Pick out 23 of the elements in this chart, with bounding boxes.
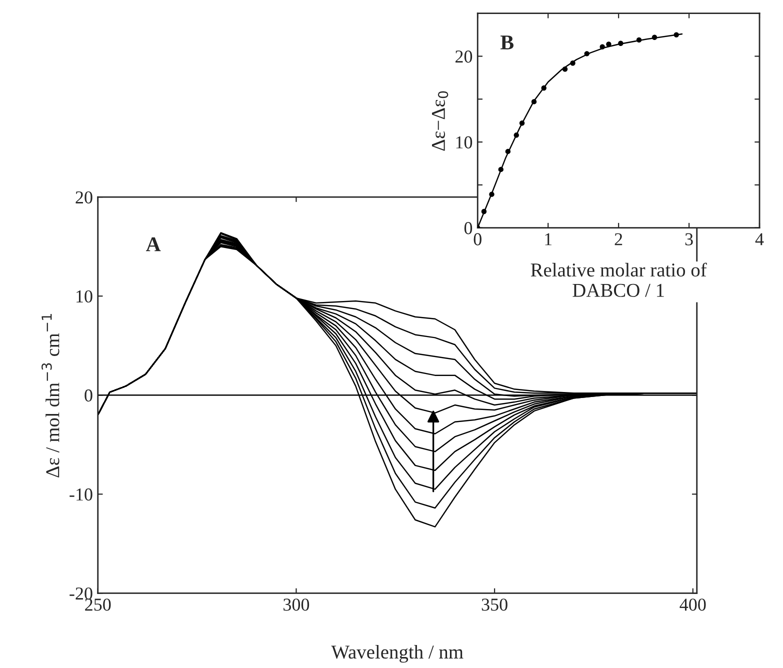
x-tick-label: 250 xyxy=(85,598,111,611)
y-axis-title: Δε−Δε$_{0}$ xyxy=(432,91,448,151)
x-axis-title: Relative molar ratio of DABCO / 1 xyxy=(530,262,707,297)
y-tick-label: -10 xyxy=(70,488,92,501)
x-tick-label: 2 xyxy=(614,233,622,246)
x-tick-label: 350 xyxy=(482,598,508,611)
x-tick-label: 4 xyxy=(755,233,764,246)
y-tick-label: 20 xyxy=(76,191,92,204)
y-tick-label: -20 xyxy=(70,587,92,600)
x-axis-title: Wavelength / nm xyxy=(331,644,464,663)
y-tick-label: 10 xyxy=(76,290,92,303)
y-tick-label: 20 xyxy=(456,50,472,63)
x-tick-label: 400 xyxy=(680,598,706,611)
y-tick-label: 0 xyxy=(464,222,472,234)
y-tick-label: 10 xyxy=(456,136,472,148)
x-tick-label: 0 xyxy=(474,233,482,246)
y-axis-title: Δε / mol dm$^{−3}$ cm$^{−1}$ xyxy=(42,314,60,478)
annotation: A xyxy=(146,237,161,252)
annotation: B xyxy=(500,36,514,50)
x-tick-label: 1 xyxy=(545,233,552,246)
y-tick-label: 0 xyxy=(84,389,92,402)
x-tick-label: 3 xyxy=(685,233,693,246)
x-tick-label: 300 xyxy=(284,598,310,611)
